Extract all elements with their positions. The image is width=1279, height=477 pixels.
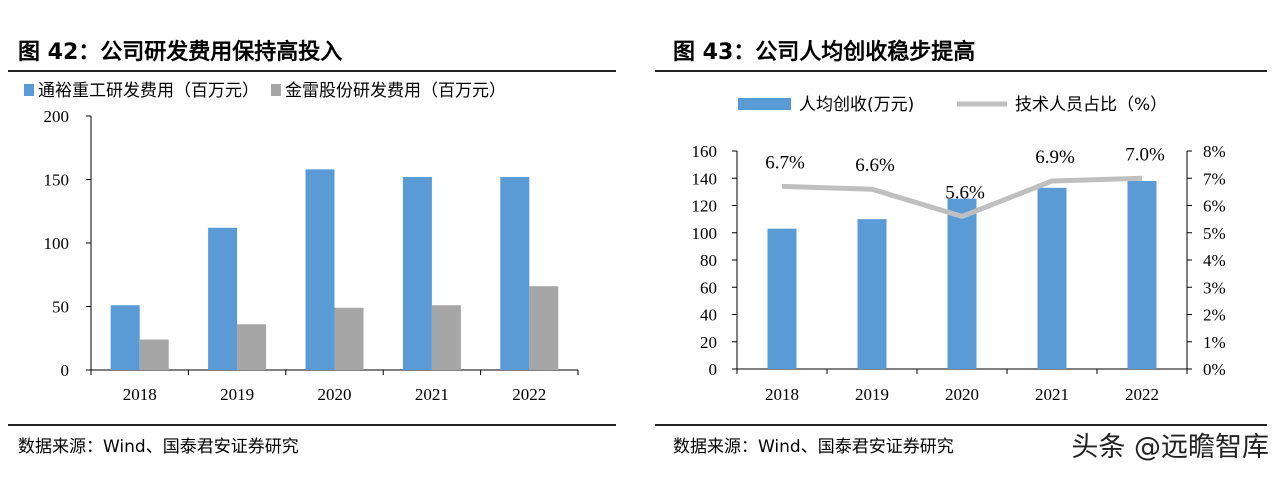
watermark-text: 头条 @远瞻智库 (1071, 432, 1269, 463)
right-chart-title: 图 43：公司人均创收稳步提高 (673, 40, 976, 65)
x-tick-label: 2018 (123, 385, 157, 404)
y-left-tick-label: 60 (700, 278, 717, 297)
left-title-rule (8, 70, 616, 72)
legend-swatch-2 (271, 84, 281, 96)
x-tick-label: 2018 (765, 385, 799, 404)
bar-jinlei-2019 (237, 324, 267, 370)
line-tech-staff-ratio (781, 175, 1143, 219)
bar-revenue-per-capita-2022 (1127, 180, 1157, 369)
line-data-label-2022: 7.0% (1125, 144, 1165, 165)
y-left-tick-label: 80 (700, 251, 717, 270)
right-combo-chart: 人均创收(万元) 技术人员占比（%） 0 20 40 60 80 100 120 140 160 0%… (692, 95, 1226, 404)
bar-revenue-per-capita-2018 (767, 228, 797, 369)
y-left-tick-label: 20 (700, 333, 717, 352)
right-title-rule (655, 70, 1267, 72)
x-tick-label: 2021 (1035, 385, 1069, 404)
right-bottom-rule (655, 424, 1267, 426)
bar-jinlei-2018 (139, 339, 169, 370)
y-right-tick-label: 2% (1203, 306, 1226, 325)
line-data-label-2018: 6.7% (765, 152, 805, 173)
bar-tongyu-2020 (305, 169, 335, 370)
legend-label-2: 金雷股份研发费用（百万元） (285, 81, 506, 101)
x-tick-label: 2019 (220, 385, 254, 404)
x-tick-label: 2022 (512, 385, 546, 404)
x-tick-label: 2021 (415, 385, 449, 404)
left-bottom-rule (8, 424, 616, 426)
bar-jinlei-2021 (431, 305, 461, 370)
bar-revenue-per-capita-2020 (947, 198, 977, 369)
legend-swatch-1 (24, 84, 34, 96)
left-source-note: 数据来源：Wind、国泰君安证券研究 (18, 437, 299, 457)
right-chart-panel: 图 43：公司人均创收稳步提高 人均创收(万元) 技术人员占比（%） 0 20 40 60… (655, 0, 1279, 477)
y-left-tick-label: 140 (692, 169, 718, 188)
line-data-label-2021: 6.9% (1035, 147, 1075, 168)
bar-tongyu-2019 (208, 227, 238, 370)
y-left-tick-label: 120 (692, 197, 718, 216)
y-right-tick-label: 1% (1203, 333, 1226, 352)
legend-label-line: 技术人员占比（%） (1015, 95, 1167, 115)
y-right-tick-label: 3% (1203, 278, 1226, 297)
x-tick-label: 2022 (1125, 385, 1159, 404)
y-right-tick-label: 6% (1203, 197, 1226, 216)
y-tick-label: 50 (52, 298, 69, 317)
legend-label-1: 通裕重工研发费用（百万元） (38, 81, 259, 101)
y-left-tick-label: 100 (692, 224, 718, 243)
left-bar-chart: 通裕重工研发费用（百万元） 金雷股份研发费用（百万元） 0 50 100 150 200 20… (24, 81, 579, 404)
x-tick-label: 2020 (945, 385, 979, 404)
bar-tongyu-2021 (402, 176, 432, 370)
bar-tongyu-2018 (110, 305, 140, 370)
y-right-tick-label: 8% (1203, 142, 1226, 161)
y-tick-label: 100 (44, 234, 70, 253)
left-chart-panel: 图 42：公司研发费用保持高投入 通裕重工研发费用（百万元） 金雷股份研发费用（百… (0, 0, 620, 477)
y-left-tick-label: 40 (700, 306, 717, 325)
y-right-tick-label: 5% (1203, 224, 1226, 243)
x-tick-label: 2019 (855, 385, 889, 404)
bar-tongyu-2022 (500, 176, 530, 370)
y-left-tick-label: 160 (692, 142, 718, 161)
line-data-label-2020: 5.6% (945, 182, 985, 203)
y-left-tick-label: 0 (709, 360, 718, 379)
y-right-tick-label: 0% (1203, 360, 1226, 379)
line-data-label-2019: 6.6% (855, 155, 895, 176)
y-right-tick-label: 7% (1203, 169, 1226, 188)
x-tick-label: 2020 (318, 385, 352, 404)
bar-revenue-per-capita-2019 (857, 219, 887, 369)
right-source-note: 数据来源：Wind、国泰君安证券研究 (673, 437, 954, 457)
y-tick-label: 200 (44, 107, 70, 126)
left-chart-title: 图 42：公司研发费用保持高投入 (18, 40, 343, 65)
y-tick-label: 0 (61, 361, 70, 380)
legend-swatch-bar (738, 98, 791, 110)
bar-jinlei-2020 (334, 307, 364, 370)
bar-revenue-per-capita-2021 (1037, 187, 1067, 369)
bar-jinlei-2022 (529, 286, 559, 370)
y-tick-label: 150 (44, 171, 70, 190)
legend-label-bar: 人均创收(万元) (799, 95, 914, 115)
y-right-tick-label: 4% (1203, 251, 1226, 270)
